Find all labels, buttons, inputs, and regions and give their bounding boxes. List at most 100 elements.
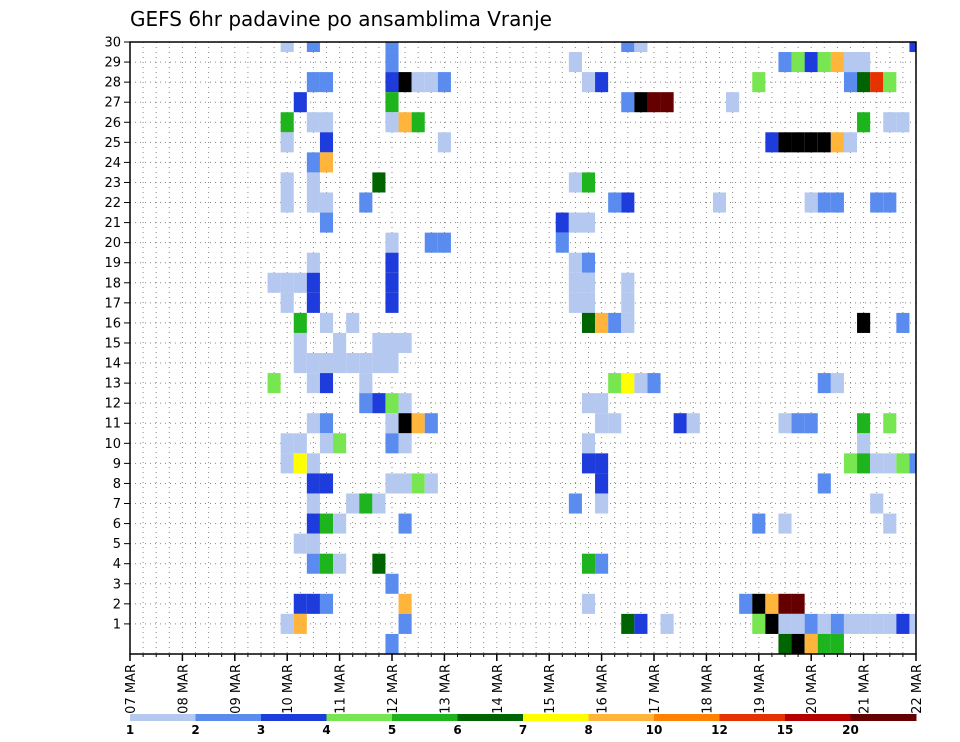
y-tick-label: 6 — [113, 517, 121, 532]
colorbar-swatch — [130, 714, 196, 721]
x-tick-label: 10 MAR — [281, 664, 296, 714]
data-cell — [319, 112, 334, 133]
data-cell — [752, 593, 766, 614]
data-cell — [437, 132, 451, 153]
y-tick-label: 16 — [104, 316, 121, 331]
data-cell — [608, 373, 622, 394]
data-cell — [830, 633, 844, 654]
data-cell — [870, 613, 884, 634]
x-tick-label: 07 MAR — [124, 664, 139, 714]
data-cell — [909, 42, 916, 53]
data-cell — [634, 373, 648, 394]
data-cell — [398, 433, 412, 454]
data-cell — [896, 453, 910, 474]
data-cell — [306, 192, 320, 213]
data-cell — [280, 42, 294, 53]
data-cell — [293, 453, 307, 474]
data-cell — [778, 413, 792, 434]
data-cell — [293, 92, 307, 113]
data-cell — [817, 192, 831, 213]
x-tick-label: 22 MAR — [910, 664, 925, 714]
y-tick-label: 24 — [104, 156, 121, 171]
data-cell — [883, 112, 897, 133]
data-cell — [411, 473, 425, 494]
data-cell — [319, 312, 334, 333]
data-cell — [581, 393, 596, 414]
data-cell — [634, 42, 648, 53]
data-cell — [319, 593, 334, 614]
colorbar-label: 8 — [584, 723, 592, 737]
data-cell — [817, 373, 831, 394]
y-tick-label: 4 — [113, 557, 121, 572]
data-cell — [319, 353, 334, 374]
data-cell — [319, 433, 334, 454]
data-cell — [804, 613, 818, 634]
data-cell — [778, 593, 792, 614]
data-cell — [595, 413, 609, 434]
data-cell — [791, 593, 805, 614]
colorbar-swatch — [392, 714, 458, 721]
data-cell — [581, 593, 596, 614]
data-cell — [293, 272, 307, 293]
y-tick-label: 25 — [104, 136, 121, 151]
data-cell — [293, 353, 307, 374]
data-cell — [883, 453, 897, 474]
data-cell — [568, 252, 582, 273]
colorbar-swatch — [588, 714, 655, 721]
data-cell — [791, 633, 805, 654]
data-cell — [424, 232, 438, 253]
y-tick-label: 23 — [104, 176, 121, 191]
data-cell — [804, 192, 818, 213]
data-cell — [319, 553, 334, 574]
x-axis: 07 MAR 08 MAR 09 MAR 10 MAR 11 MAR 12 MAR 13 M… — [124, 654, 925, 714]
y-tick-label: 19 — [104, 256, 121, 271]
data-cell — [372, 493, 386, 514]
data-cell — [333, 332, 347, 354]
data-cell — [830, 52, 844, 73]
data-cell — [293, 593, 307, 614]
data-cell — [909, 613, 916, 634]
y-tick-label: 12 — [104, 397, 121, 412]
y-tick-label: 14 — [104, 357, 121, 372]
data-cell — [621, 613, 635, 634]
y-tick-label: 21 — [104, 216, 121, 231]
data-cell — [319, 72, 334, 93]
data-cell — [306, 292, 320, 313]
data-cell — [385, 92, 399, 113]
data-cell — [398, 473, 412, 494]
data-cell — [791, 52, 805, 73]
data-cells — [267, 42, 916, 654]
data-cell — [778, 633, 792, 654]
data-cell — [306, 533, 320, 554]
data-cell — [306, 553, 320, 574]
y-tick-label: 30 — [104, 36, 121, 51]
data-cell — [647, 92, 661, 113]
colorbar-label: 7 — [519, 723, 527, 737]
x-tick-label: 08 MAR — [176, 664, 191, 714]
data-cell — [385, 353, 399, 374]
data-cell — [424, 72, 438, 93]
data-cell — [437, 72, 451, 93]
data-cell — [385, 433, 399, 454]
colorbar-label: 4 — [322, 723, 330, 737]
colorbar: 1 2 3 4 5 6 7 8 10 12 15 20 — [126, 714, 917, 737]
data-cell — [791, 413, 805, 434]
data-cell — [804, 413, 818, 434]
data-cell — [280, 613, 294, 634]
data-cell — [752, 513, 766, 534]
data-cell — [726, 92, 740, 113]
data-cell — [267, 272, 281, 293]
data-cell — [346, 312, 360, 333]
data-cell — [359, 393, 373, 414]
data-cell — [791, 132, 805, 153]
data-cell — [333, 513, 347, 534]
data-cell — [634, 613, 648, 634]
data-cell — [581, 453, 596, 474]
data-cell — [319, 192, 334, 213]
colorbar-swatch — [326, 714, 393, 721]
data-cell — [870, 192, 884, 213]
data-cell — [385, 52, 399, 73]
data-cell — [752, 613, 766, 634]
y-tick-label: 1 — [113, 617, 121, 632]
